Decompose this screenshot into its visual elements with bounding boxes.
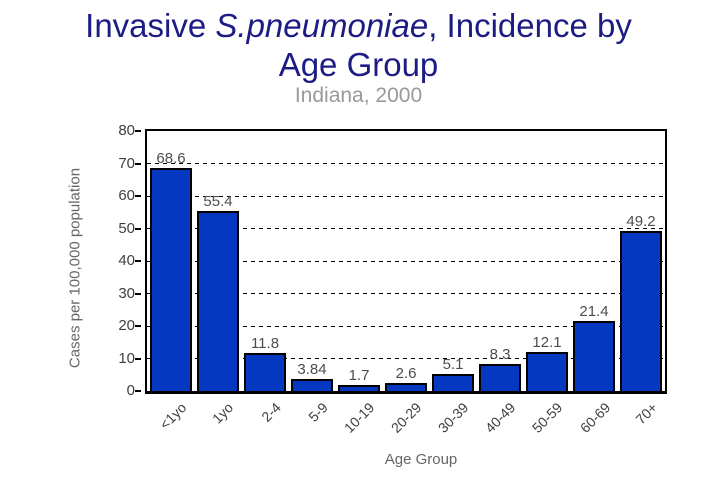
y-tick-label-80: 80	[118, 122, 135, 139]
y-tick-50	[135, 227, 141, 230]
y-tick-label-10: 10	[118, 349, 135, 367]
bar-60-69	[573, 321, 615, 391]
y-tick-40	[135, 260, 141, 262]
value-label-30-39: 5.1	[442, 356, 464, 373]
gridline-70	[147, 163, 665, 164]
x-tick-label-10-19: 10-19	[340, 399, 378, 436]
gridline-10	[147, 358, 665, 359]
x-tick-label-70+: 70+	[631, 399, 661, 428]
y-tick-label-60: 60	[118, 187, 135, 204]
y-tick-label-50: 50	[118, 219, 135, 237]
value-label-50-59: 12.1	[532, 334, 562, 351]
y-tick-20	[135, 325, 141, 327]
title-italic-species: S.pneumoniae	[215, 7, 429, 44]
gridline-40	[147, 260, 665, 262]
x-tick-label-50-59: 50-59	[529, 399, 566, 436]
value-label-<1yo: 68.6	[156, 150, 186, 167]
value-label-5-9: 3.84	[297, 361, 327, 378]
chart-title-line2: Age Group	[278, 46, 439, 83]
x-tick-label-60-69: 60-69	[576, 399, 613, 436]
title-suffix: , Incidence by	[428, 7, 632, 44]
value-label-60-69: 21.4	[579, 303, 609, 320]
chart-title: Invasive S.pneumoniae, Incidence by Age …	[0, 6, 717, 84]
y-tick-label-30: 30	[118, 284, 135, 302]
gridline-20	[147, 325, 665, 327]
bar-2-4	[244, 353, 286, 391]
y-tick-10	[135, 357, 141, 360]
y-tick-70	[135, 162, 141, 165]
bar-70+	[620, 231, 662, 391]
y-tick-60	[135, 195, 141, 197]
gridline-30	[147, 293, 665, 294]
chart-title-line1: Invasive S.pneumoniae, Incidence by	[0, 6, 717, 45]
bar-20-29	[385, 383, 427, 391]
y-tick-30	[135, 292, 141, 295]
value-label-20-29: 2.6	[395, 365, 417, 382]
x-tick-label-2-4: 2-4	[257, 399, 284, 425]
x-tick-label-20-29: 20-29	[387, 399, 425, 436]
title-prefix: Invasive	[85, 7, 216, 44]
x-axis-title: Age Group	[384, 451, 458, 468]
x-tick-label-<1yo: <1yo	[156, 399, 190, 433]
bar-10-19	[338, 385, 380, 391]
gridline-60	[147, 195, 665, 197]
y-tick-label-20: 20	[118, 317, 135, 334]
bar-<1yo	[150, 168, 192, 391]
bar-40-49	[479, 364, 521, 391]
y-axis-title: Cases per 100,000 population	[66, 167, 84, 369]
bar-5-9	[291, 379, 333, 391]
y-tick-80	[135, 130, 141, 132]
y-tick-label-70: 70	[118, 154, 135, 172]
plot-area	[145, 129, 667, 394]
x-tick-label-5-9: 5-9	[304, 399, 331, 425]
x-tick-label-1yo: 1yo	[208, 399, 237, 427]
chart-subtitle: Indiana, 2000	[294, 84, 423, 107]
y-tick-label-40: 40	[118, 252, 135, 269]
y-tick-0	[135, 390, 141, 392]
value-label-2-4: 11.8	[250, 335, 280, 352]
bar-1yo	[197, 211, 239, 391]
bar-30-39	[432, 374, 474, 391]
bar-50-59	[526, 352, 568, 391]
x-tick-label-30-39: 30-39	[435, 399, 472, 436]
value-label-40-49: 8.3	[489, 346, 511, 363]
gridline-50	[147, 228, 665, 229]
y-tick-label-0: 0	[126, 382, 135, 399]
value-label-1yo: 55.4	[203, 193, 233, 210]
value-label-70+: 49.2	[626, 213, 656, 230]
x-tick-label-40-49: 40-49	[482, 399, 519, 436]
value-label-10-19: 1.7	[348, 367, 370, 384]
